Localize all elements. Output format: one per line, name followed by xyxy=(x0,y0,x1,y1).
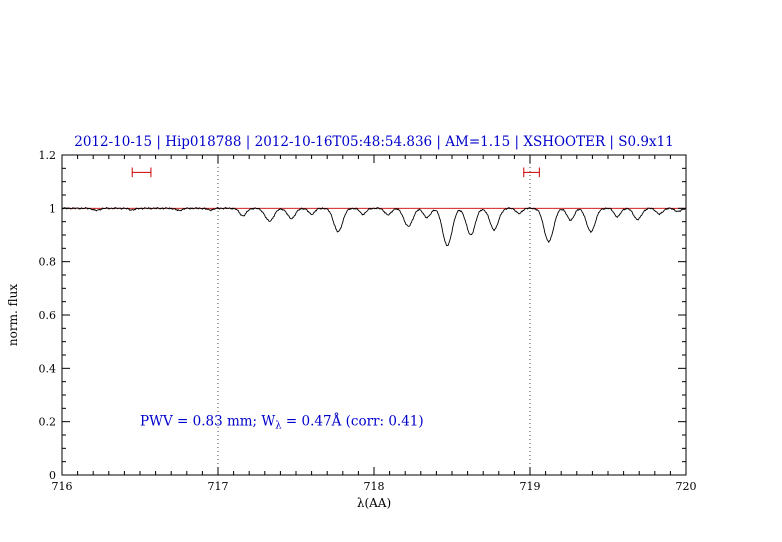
y-tick-label: 0.4 xyxy=(39,362,57,375)
x-tick-label: 720 xyxy=(676,480,697,493)
pwv-annotation: PWV = 0.83 mm; Wλ = 0.47Å (corr: 0.41) xyxy=(140,414,424,432)
y-tick-label: 0.2 xyxy=(39,416,57,429)
y-tick-label: 1 xyxy=(49,202,56,215)
axis-ticks xyxy=(61,154,687,476)
annotation-subscript-lambda: λ xyxy=(275,421,282,432)
y-tick-label: 0.8 xyxy=(39,256,57,269)
y-tick-label: 1.2 xyxy=(39,149,57,162)
spectrum-line xyxy=(61,206,686,247)
interval-marker xyxy=(131,167,152,178)
x-axis-label: λ(AA) xyxy=(357,496,391,510)
x-tick-label: 719 xyxy=(520,480,541,493)
axis-tick-labels: 716 717 718 719 720 0 0.2 0.4 0.6 0.8 1 1.2 xyxy=(39,149,697,493)
dotted-gridlines xyxy=(217,155,531,475)
annotation-prefix: PWV = 0.83 mm; W xyxy=(140,414,275,430)
y-tick-label: 0.6 xyxy=(39,309,57,322)
x-tick-label: 717 xyxy=(208,480,229,493)
chart-title: 2012-10-15 | Hip018788 | 2012-10-16T05:4… xyxy=(74,134,674,150)
interval-marker xyxy=(523,167,540,178)
x-tick-label: 718 xyxy=(364,480,385,493)
y-tick-label: 0 xyxy=(49,469,56,482)
y-axis-label: norm. flux xyxy=(6,284,20,346)
range-markers xyxy=(131,167,540,178)
annotation-suffix: = 0.47Å (corr: 0.41) xyxy=(282,414,424,430)
x-tick-label: 716 xyxy=(52,480,73,493)
spectrum-trace xyxy=(61,206,686,247)
